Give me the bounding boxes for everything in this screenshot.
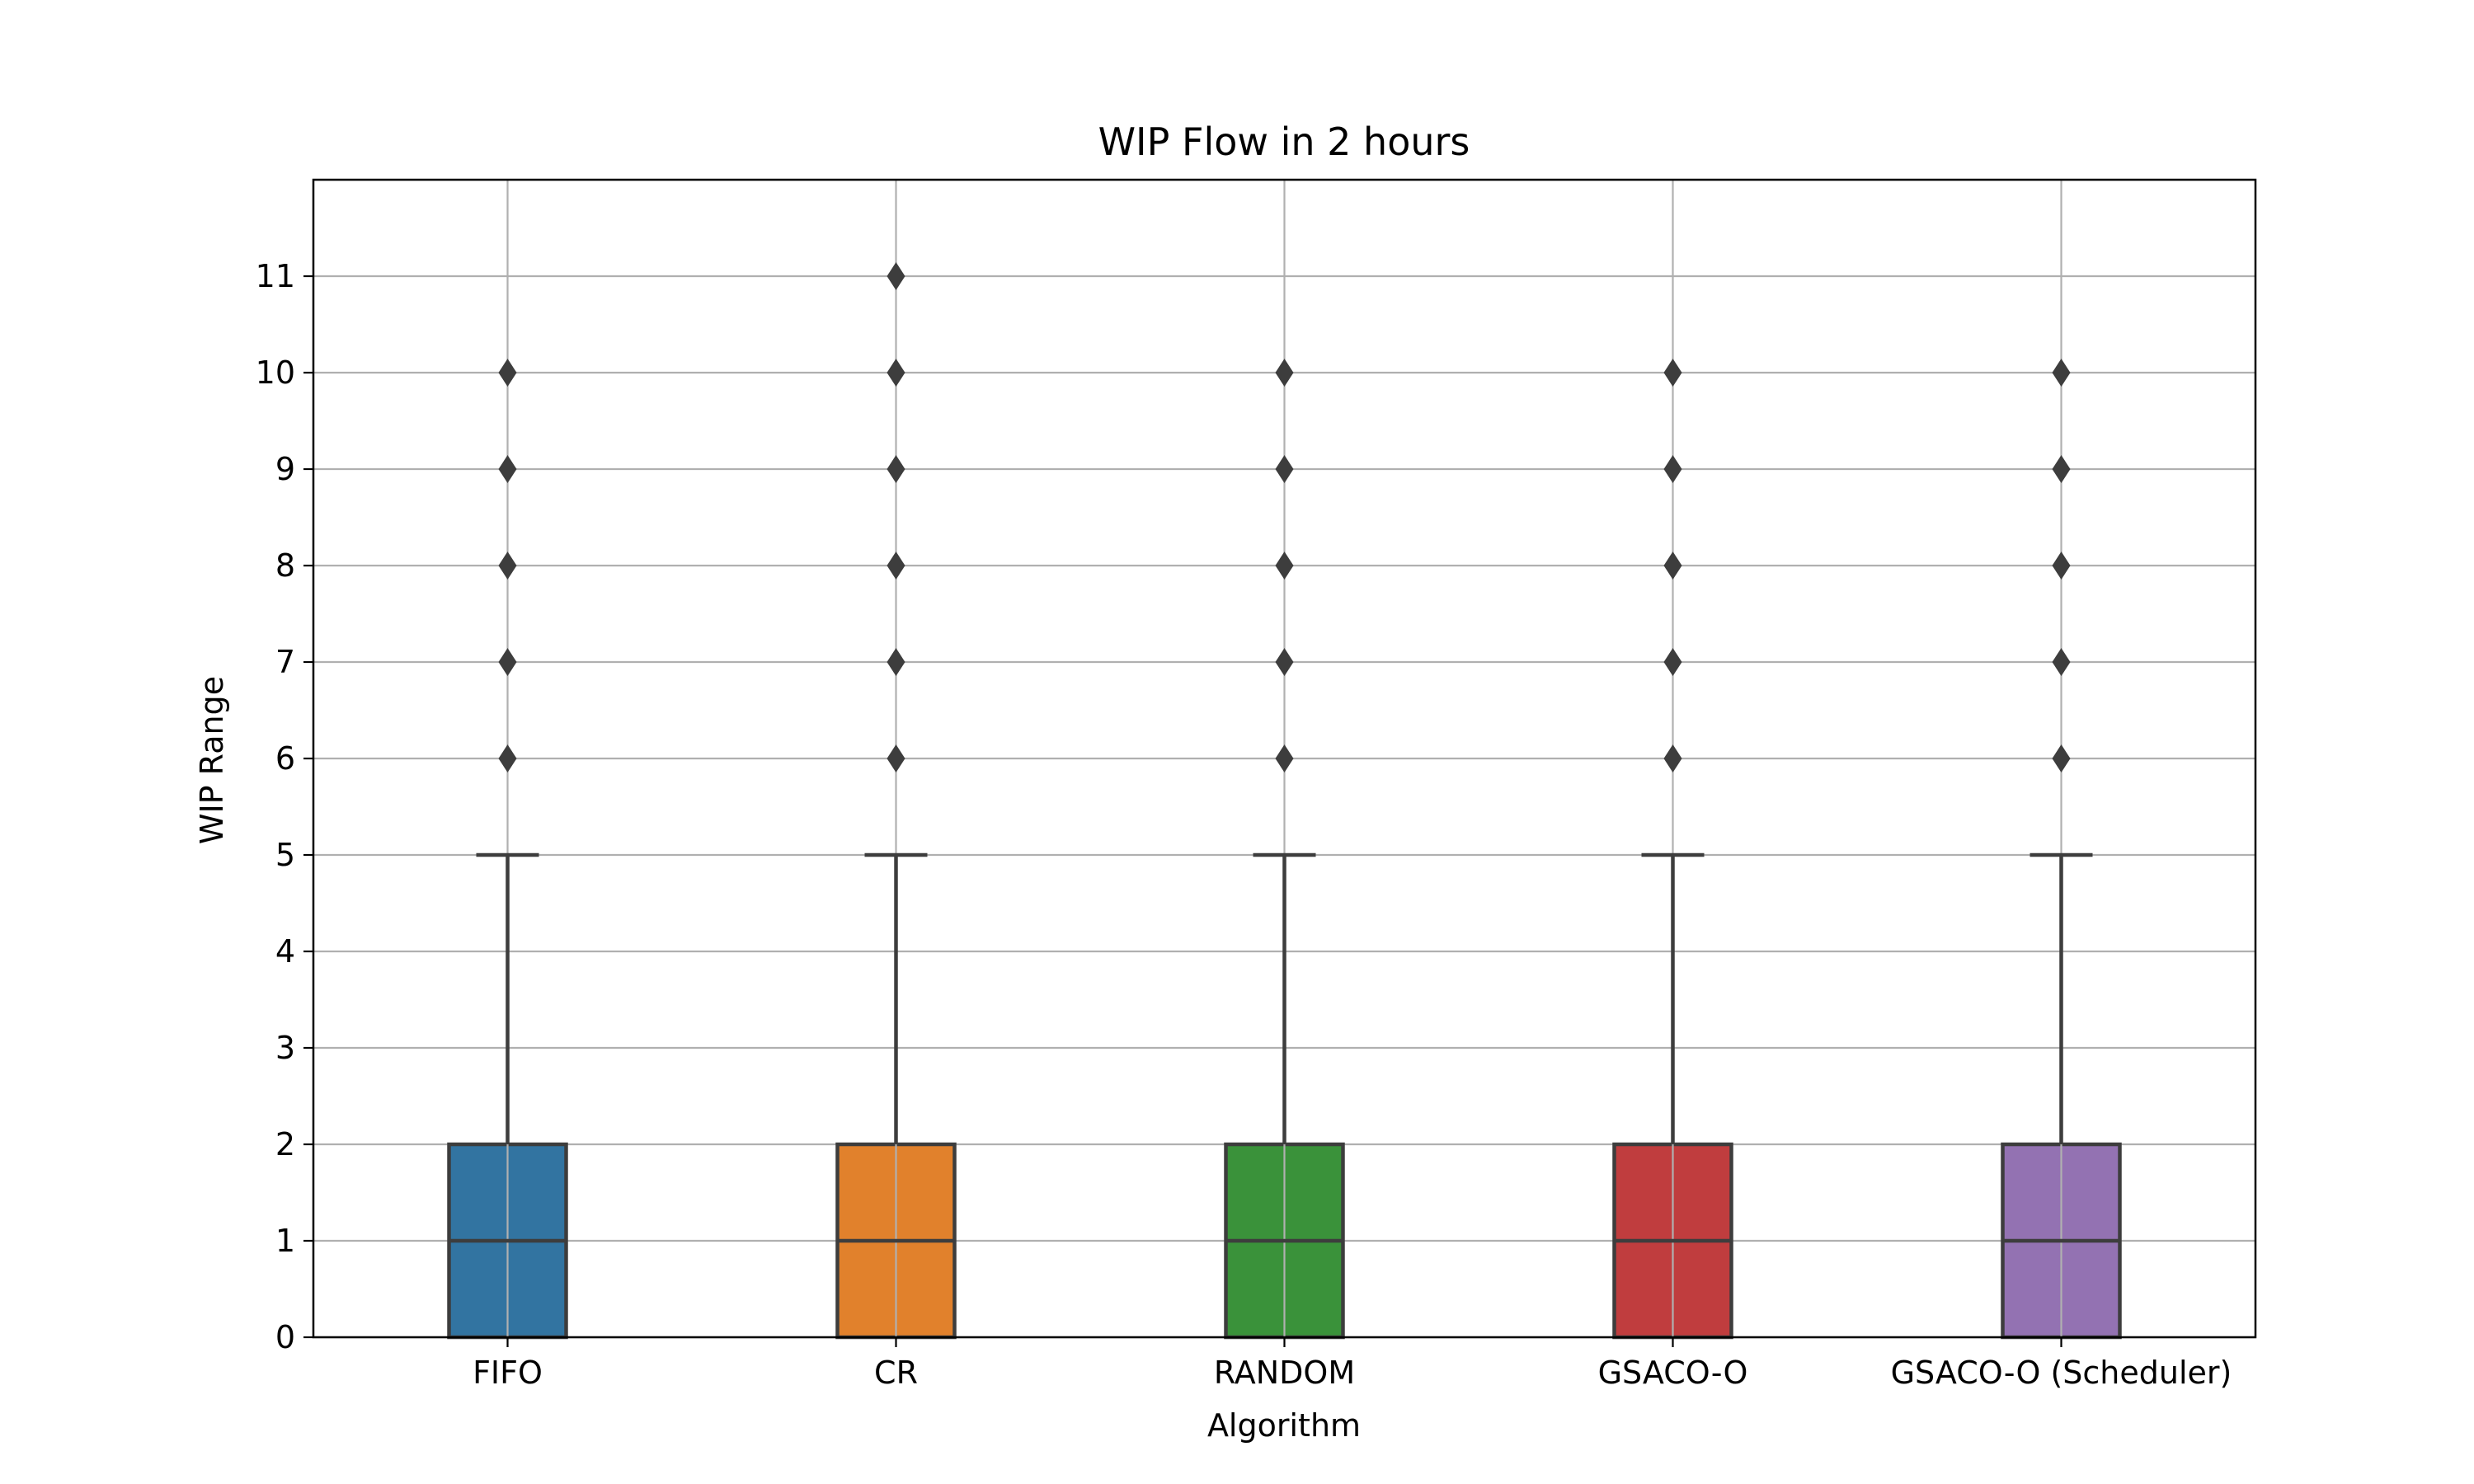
- box-cr: [835, 262, 957, 1340]
- x-tick-label: CR: [874, 1355, 918, 1391]
- y-tick-label: 4: [275, 933, 295, 970]
- y-tick-label: 1: [275, 1223, 295, 1259]
- outlier-point: [1275, 552, 1294, 580]
- x-axis-label: Algorithm: [1207, 1407, 1361, 1444]
- y-tick-label: 0: [275, 1319, 295, 1355]
- outlier-point: [887, 552, 905, 580]
- x-tick-label: FIFO: [473, 1355, 543, 1391]
- outlier-point: [2052, 648, 2071, 676]
- y-tick-label: 8: [275, 547, 295, 584]
- boxes-layer: [447, 262, 2122, 1340]
- y-tick-label: 10: [256, 355, 295, 391]
- outlier-point: [2052, 744, 2071, 773]
- outlier-point: [2052, 552, 2071, 580]
- outlier-point: [1275, 455, 1294, 483]
- y-axis-label: WIP Range: [194, 676, 230, 844]
- outlier-point: [498, 552, 517, 580]
- outlier-point: [887, 648, 905, 676]
- box-gsaco-o-scheduler: [2001, 359, 2122, 1340]
- y-tick-label: 9: [275, 451, 295, 487]
- box-random: [1224, 359, 1345, 1340]
- outlier-point: [1275, 359, 1294, 387]
- outlier-point: [887, 744, 905, 773]
- outlier-point: [887, 359, 905, 387]
- outlier-point: [498, 648, 517, 676]
- y-tick-label: 5: [275, 837, 295, 873]
- outlier-point: [2052, 359, 2071, 387]
- y-tick-label: 3: [275, 1030, 295, 1066]
- outlier-point: [1663, 359, 1682, 387]
- x-tick-label: RANDOM: [1214, 1355, 1355, 1391]
- y-axis-ticks: 0 1 2 3 4 5 6 7 8 9 10 11: [256, 258, 313, 1355]
- y-tick-label: 7: [275, 644, 295, 680]
- outlier-point: [1275, 744, 1294, 773]
- outlier-point: [1663, 648, 1682, 676]
- outlier-point: [498, 359, 517, 387]
- outlier-point: [1275, 648, 1294, 676]
- x-tick-label: GSACO-O: [1598, 1355, 1748, 1391]
- y-tick-label: 6: [275, 740, 295, 777]
- outlier-point: [498, 455, 517, 483]
- outlier-point: [887, 455, 905, 483]
- outlier-point: [1663, 552, 1682, 580]
- box-gsaco-o: [1612, 359, 1733, 1340]
- y-tick-label: 11: [256, 258, 295, 294]
- outlier-point: [1663, 455, 1682, 483]
- x-tick-label: GSACO-O (Scheduler): [1891, 1355, 2232, 1391]
- outlier-point: [1663, 744, 1682, 773]
- chart-title: WIP Flow in 2 hours: [1098, 120, 1470, 164]
- outlier-point: [2052, 455, 2071, 483]
- outlier-point: [498, 744, 517, 773]
- outlier-point: [887, 262, 905, 290]
- y-tick-label: 2: [275, 1126, 295, 1162]
- x-axis-ticks: FIFO CR RANDOM GSACO-O GSACO-O (Scheduler): [473, 1337, 2232, 1391]
